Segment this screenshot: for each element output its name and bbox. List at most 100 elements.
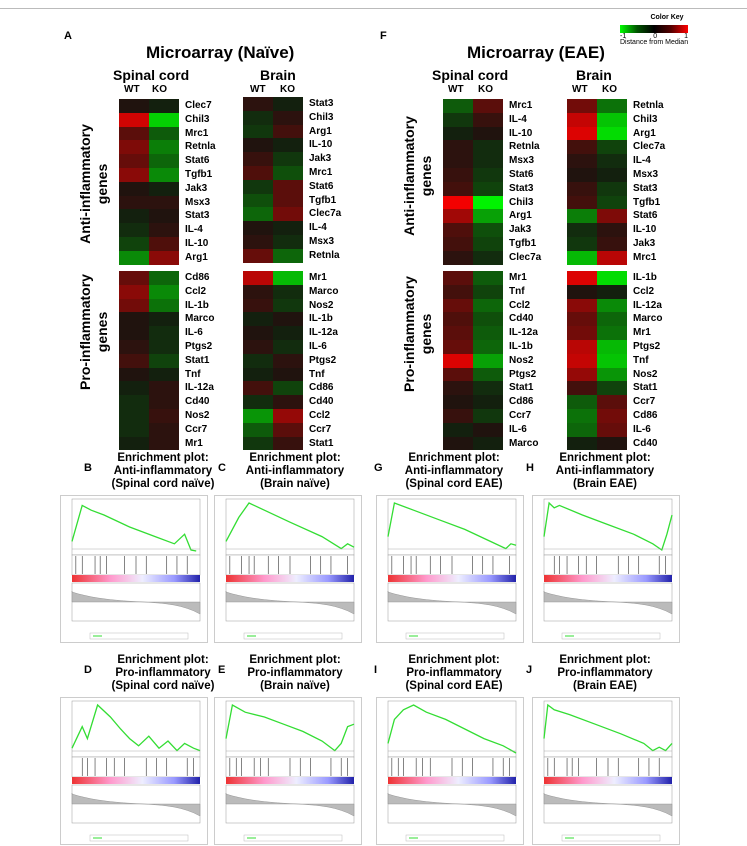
heatmap-cell-wt [243,284,273,299]
ko-label: KO [602,84,617,95]
gene-label: Stat6 [309,180,334,192]
heatmap-cell-wt [567,381,597,396]
gene-label: Cd40 [509,313,534,325]
heatmap-row [567,339,627,354]
heatmap-cell-ko [273,234,303,249]
wt-label: WT [572,84,588,95]
heatmap-cell-ko [473,436,503,451]
gene-label: IL-6 [185,327,203,339]
gene-label: Stat3 [509,182,534,194]
heatmap-row [243,284,303,299]
heatmap-row [443,339,503,354]
gene-label: Ptgs2 [309,354,337,366]
gsea-plot-g [376,495,524,643]
gene-label: Nos2 [509,354,534,366]
heatmap-cell-ko [273,97,303,111]
heatmap-row [119,367,179,382]
heatmap-row [567,312,627,327]
heatmap-cell-ko [149,209,179,224]
heatmap-row [119,209,179,224]
heatmap-eae-spinal-pro: Mr1 Tnf Ccl2 Cd40 IL-12a IL-1b Nos2 Ptgs2 Stat1 C… [443,271,538,451]
heatmap-cell-ko [273,284,303,299]
heatmap-row [567,112,627,127]
gsea-figure [376,495,524,643]
gene-label: Tgfb1 [309,194,337,206]
enrichment-title-b: Enrichment plot: Anti-inflammatory (Spin… [111,452,215,490]
gene-label: Ptgs2 [185,340,213,352]
gsea-ranking-bar [388,777,516,784]
gsea-plot-i [376,697,524,845]
heatmap-cell-ko [597,223,627,237]
heatmap-cell-ko [149,353,179,368]
heatmap-cell-ko [597,140,627,155]
heatmap-cell-ko [473,99,503,113]
heatmap-cell-ko [597,99,627,113]
gene-label: Ptgs2 [633,340,661,352]
heatmap-row [119,126,179,141]
heatmap-row [243,422,303,437]
ko-label: KO [152,84,167,95]
heatmap-cell-wt [243,221,273,235]
heatmap-cell-ko [149,422,179,437]
gene-label: IL-6 [509,423,527,435]
heatmap-row [443,298,503,313]
heatmap-cell-ko [597,367,627,382]
heatmap-row [119,408,179,423]
heatmap-cell-wt [243,422,273,437]
gene-label: Tnf [509,285,525,297]
gene-label: Arg1 [309,125,332,137]
heatmap-cell-wt [119,223,149,237]
heatmap-cell-wt [443,436,473,451]
gene-label: Arg1 [633,127,656,139]
heatmap-row [119,167,179,182]
heatmap-row [119,223,179,237]
heatmap-cell-wt [443,298,473,313]
color-key: Color Key -1 0 1 Distance from Median [620,14,700,46]
heatmap-row [443,284,503,299]
heatmap-cell-ko [597,167,627,182]
heatmap-cell-ko [149,339,179,354]
heatmap-cell-wt [567,140,597,155]
gene-label: Cd86 [633,409,658,421]
gsea-plot-e [214,697,362,845]
gene-label: Nos2 [309,299,334,311]
gene-label: Ccr7 [309,423,332,435]
heatmap-cell-wt [567,339,597,354]
heatmap-row [443,271,503,285]
heatmap-row [443,140,503,155]
gene-label: Jak3 [185,182,208,194]
gsea-ranking-bar [544,777,672,784]
gene-label: Tnf [309,368,325,380]
heatmap-cell-ko [273,436,303,451]
heatmap-cell-wt [567,195,597,210]
color-key-min: -1 [620,33,627,40]
heatmap-row [443,395,503,409]
gsea-figure [214,495,362,643]
heatmap-cell-ko [473,140,503,155]
heatmap-cell-ko [273,179,303,194]
heatmap-cell-wt [443,271,473,285]
ko-label: KO [478,84,493,95]
gene-label: Clec7a [633,141,666,153]
heatmap-eae-brain-anti: Retnla Chil3 Arg1 Clec7a IL-4 Msx3 Stat3 Tgfb1 S… [567,99,665,265]
panel-letter-a: A [64,30,72,42]
heatmap-cell-wt [243,367,273,382]
heatmap-cell-ko [473,298,503,313]
heatmap-cell-ko [149,181,179,196]
col-brain-eae: Brain [576,67,612,83]
heatmap-cell-ko [597,381,627,396]
gsea-ranked-metric [71,793,201,817]
heatmap-eae-spinal-anti: Mrc1 IL-4 IL-10 Retnla Msx3 Stat6 Stat3 Chil3 Ar… [443,99,541,265]
gsea-ranking-bar [226,575,354,582]
gene-label: IL-10 [309,139,333,151]
label-pro-text: Pro-inflammatory genes [401,276,434,392]
heatmap-row [243,152,303,166]
heatmap-eae-brain-pro: IL-1b Ccl2 IL-12a Marco Mr1 Ptgs2 Tnf Nos2 Stat1… [567,271,662,451]
gene-label: Cd40 [633,437,658,449]
heatmap-grid [119,271,179,451]
gsea-enrichment-curve [387,704,517,754]
heatmap-cell-ko [149,167,179,182]
heatmap-cell-wt [119,112,149,127]
gsea-hits-box [71,756,201,778]
heatmap-row [243,353,303,368]
